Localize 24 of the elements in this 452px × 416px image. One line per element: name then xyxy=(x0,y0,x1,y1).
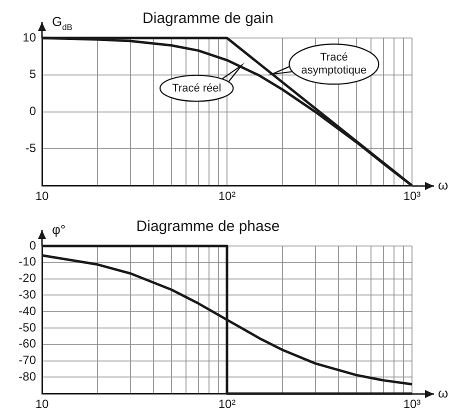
y-tick-label: 0 xyxy=(29,238,36,252)
y-tick-label: 10 xyxy=(22,30,36,44)
x-tick-label: 10² xyxy=(218,397,236,412)
y-tick-label: -10 xyxy=(18,254,36,269)
y-tick-label: -80 xyxy=(18,370,36,384)
y-tick-label: -70 xyxy=(18,353,36,368)
x-tick-label: 10² xyxy=(218,189,236,204)
y-tick-label: -20 xyxy=(18,271,36,286)
annotation: Tracé asymptotique xyxy=(301,52,367,77)
x-tick-label: 10³ xyxy=(403,397,421,412)
chart-title: Diagramme de gain xyxy=(142,10,274,28)
y-tick-label: -60 xyxy=(18,336,36,351)
y-tick-label: 5 xyxy=(29,67,36,82)
annotation: Tracé réel xyxy=(172,82,222,94)
x-axis-title: ω xyxy=(438,178,448,193)
x-axis-title: ω xyxy=(438,386,448,401)
y-tick-label: -5 xyxy=(25,141,36,156)
y-tick-label: -30 xyxy=(18,288,36,302)
y-tick-label: -50 xyxy=(18,320,36,334)
y-tick-label: 0 xyxy=(29,104,36,118)
chart-title: Diagramme de phase xyxy=(136,218,280,236)
x-tick-label: 10³ xyxy=(403,189,421,204)
y-axis-title: φ° xyxy=(52,222,66,237)
y-tick-label: -40 xyxy=(18,304,36,318)
